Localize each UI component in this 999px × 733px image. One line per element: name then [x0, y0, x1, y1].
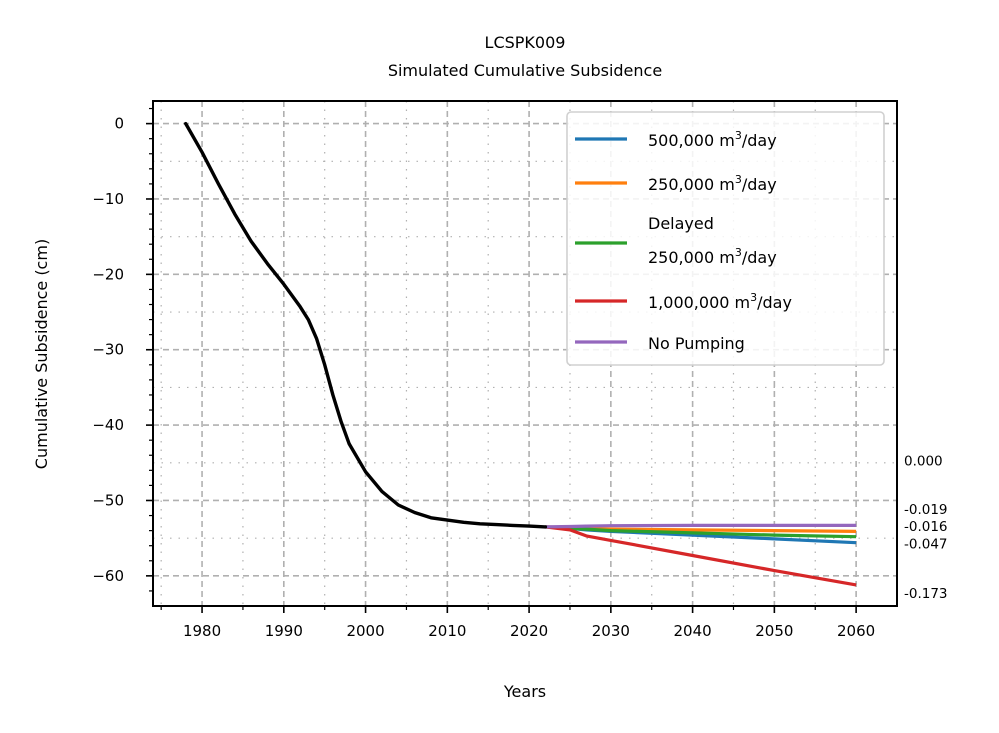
historical-line: [183, 121, 548, 529]
y-tick-label: −10: [92, 190, 124, 208]
y-tick-label: −50: [92, 491, 124, 509]
end-value-label: -0.016: [904, 519, 948, 535]
x-tick-label: 1980: [183, 622, 221, 640]
y-axis-label: Cumulative Subsidence (cm): [32, 239, 51, 469]
series-line-4: [545, 525, 857, 587]
x-tick-label: 1990: [265, 622, 303, 640]
end-value-label: -0.019: [904, 502, 948, 518]
legend: 500,000 m3/day 250,000 m3/day Delayed 250,0…: [566, 111, 885, 366]
legend-label-5: No Pumping: [648, 334, 745, 353]
x-tick-label: 2000: [346, 622, 384, 640]
legend-label-2: 250,000 m3/day: [648, 173, 777, 194]
end-value-annotations: 0.000 -0.019-0.016-0.047 -0.173: [904, 454, 948, 603]
end-value-label: -0.047: [904, 536, 948, 552]
legend-box: [566, 111, 885, 366]
legend-label-4: 1,000,000 m3/day: [648, 291, 792, 312]
end-value-label: -0.173: [904, 586, 948, 602]
y-tick-label: −60: [92, 567, 124, 585]
x-tick-label: 2060: [837, 622, 875, 640]
end-value-label: 0.000: [904, 454, 943, 470]
chart-title: LCSPK009: [485, 33, 566, 52]
x-tick-label: 2050: [755, 622, 793, 640]
chart-subtitle: Simulated Cumulative Subsidence: [388, 61, 662, 80]
y-tick-label: −20: [92, 265, 124, 283]
series-line-5: [545, 523, 857, 529]
y-tick-label: −40: [92, 416, 124, 434]
y-tick-label: 0: [114, 115, 124, 133]
legend-label-3: 250,000 m3/day: [648, 246, 777, 267]
plot-lines: [183, 121, 857, 587]
x-tick-label: 2010: [428, 622, 466, 640]
x-tick-label: 2020: [510, 622, 548, 640]
x-axis-label: Years: [503, 682, 546, 701]
x-tick-label: 2040: [674, 622, 712, 640]
plot-frame: [152, 100, 898, 607]
x-tick-label: 2030: [592, 622, 630, 640]
axis-ticks: 1980 1990 2000 2010 2020 2030 2040 2050 2060 0 −10…: [92, 107, 875, 640]
legend-label-1: 500,000 m3/day: [648, 129, 777, 150]
y-tick-label: −30: [92, 341, 124, 359]
legend-label-line1: Delayed: [648, 214, 714, 233]
